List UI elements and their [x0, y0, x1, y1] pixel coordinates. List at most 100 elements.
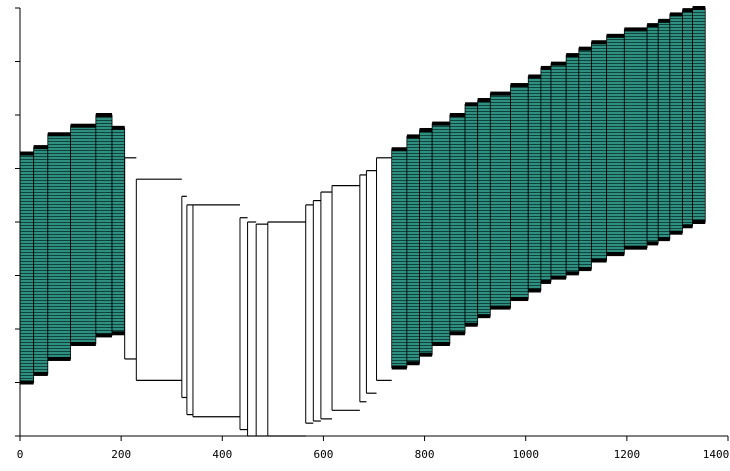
range-bar-outline [136, 179, 182, 381]
range-bar-bottom-cap [591, 258, 607, 263]
range-bar [510, 83, 529, 302]
range-bar-fill [550, 63, 567, 279]
range-bar-outline [247, 222, 257, 436]
range-bar [419, 127, 433, 357]
range-bar [19, 151, 35, 385]
range-bar-bottom-cap [510, 297, 529, 302]
range-bar-bottom-cap [449, 331, 466, 336]
range-bar-outline [186, 204, 193, 415]
range-bar-fill [477, 99, 491, 317]
range-bar [591, 40, 608, 263]
range-bar [255, 223, 268, 437]
range-bar-top-cap [566, 53, 579, 58]
range-bar [320, 191, 333, 420]
range-bar [33, 145, 49, 376]
x-tick-label: 400 [212, 448, 232, 461]
range-bar-top-cap [578, 46, 592, 51]
range-bar-bottom-cap [606, 252, 625, 257]
range-bar-fill [19, 153, 35, 383]
range-bar [181, 195, 187, 399]
range-bar [578, 46, 592, 272]
range-bar-fill [47, 133, 71, 360]
range-bar-outline [313, 200, 321, 422]
range-bar [47, 132, 71, 361]
range-bar-fill [527, 76, 542, 291]
range-bar-bottom-cap [540, 279, 551, 284]
range-bar-outline [256, 224, 268, 436]
range-bar-top-cap [528, 74, 541, 79]
range-bar [682, 8, 694, 229]
range-bar [669, 12, 683, 235]
range-bar-outline [376, 157, 392, 381]
range-bar-top-cap [647, 23, 659, 28]
range-bar [449, 113, 466, 336]
range-bar-bottom-cap [551, 275, 567, 280]
range-bar-top-cap [658, 18, 670, 23]
range-bar-fill [669, 14, 683, 234]
range-bar-fill [623, 28, 648, 249]
range-bar-top-cap [669, 12, 683, 17]
x-tick-label: 800 [415, 448, 435, 461]
range-bar [239, 217, 248, 431]
range-bar-bottom-cap [658, 237, 670, 242]
range-bar-fill [646, 24, 659, 244]
range-bar-top-cap [591, 40, 607, 45]
range-bar [247, 221, 257, 437]
range-bar-bottom-cap [692, 220, 706, 224]
range-bar [70, 123, 97, 346]
range-bar-top-cap [419, 127, 433, 132]
range-bar-outline [124, 157, 137, 359]
range-bar-outline [192, 204, 240, 417]
range-bar-outline [320, 192, 333, 419]
range-bar-bottom-cap [624, 245, 648, 250]
range-bar-fill [692, 7, 706, 223]
range-bar-outline [239, 217, 248, 430]
range-bar-fill [540, 67, 552, 283]
range-bar [477, 98, 491, 319]
range-bar-fill [510, 84, 529, 300]
range-bar-bottom-cap [391, 365, 407, 370]
range-bar-outline [181, 196, 187, 398]
x-tick-label: 1000 [512, 448, 539, 461]
range-bar-fill [682, 9, 694, 227]
x-tick-label: 600 [313, 448, 333, 461]
range-bar [431, 121, 451, 346]
range-bar-top-cap [540, 65, 551, 70]
range-bar [111, 125, 126, 336]
x-ticks: 0 200 400 600 800 1000 1200 1400 [17, 436, 729, 461]
range-bar-bottom-cap [682, 224, 693, 229]
range-bar-fill [111, 127, 126, 334]
range-bar-top-cap [692, 6, 706, 10]
range-bar [657, 18, 671, 242]
range-bar [606, 33, 625, 257]
range-bar-fill [449, 114, 466, 334]
range-bar [186, 204, 193, 416]
range-bar-outline [305, 204, 314, 424]
range-bar-fill [391, 148, 408, 368]
range-bar [124, 157, 137, 360]
range-bar [527, 74, 542, 293]
range-bar [365, 170, 377, 394]
range-bar-fill [606, 35, 625, 255]
range-bar-top-cap [551, 61, 567, 66]
range-bar-bottom-cap [669, 230, 683, 235]
range-bar-bottom-cap [432, 341, 450, 346]
range-bar [376, 157, 392, 381]
range-bar [95, 113, 113, 338]
range-bar-bottom-cap [20, 380, 34, 385]
range-bar-fill [70, 125, 97, 345]
range-bar [267, 221, 306, 437]
range-bar [550, 61, 567, 280]
range-bar-fill [431, 123, 451, 345]
range-bar [623, 27, 648, 250]
range-bar-bottom-cap [647, 241, 659, 246]
range-bar-fill [591, 41, 608, 261]
range-bar [359, 174, 367, 403]
range-bar-bottom-cap [578, 267, 592, 272]
range-bar-bottom-cap [465, 322, 478, 327]
range-bar-fill [406, 135, 420, 364]
range-bar [406, 134, 420, 366]
range-bar-outline [366, 170, 377, 394]
range-bar-bottom-cap [33, 371, 48, 376]
range-bar-top-cap [477, 98, 491, 103]
